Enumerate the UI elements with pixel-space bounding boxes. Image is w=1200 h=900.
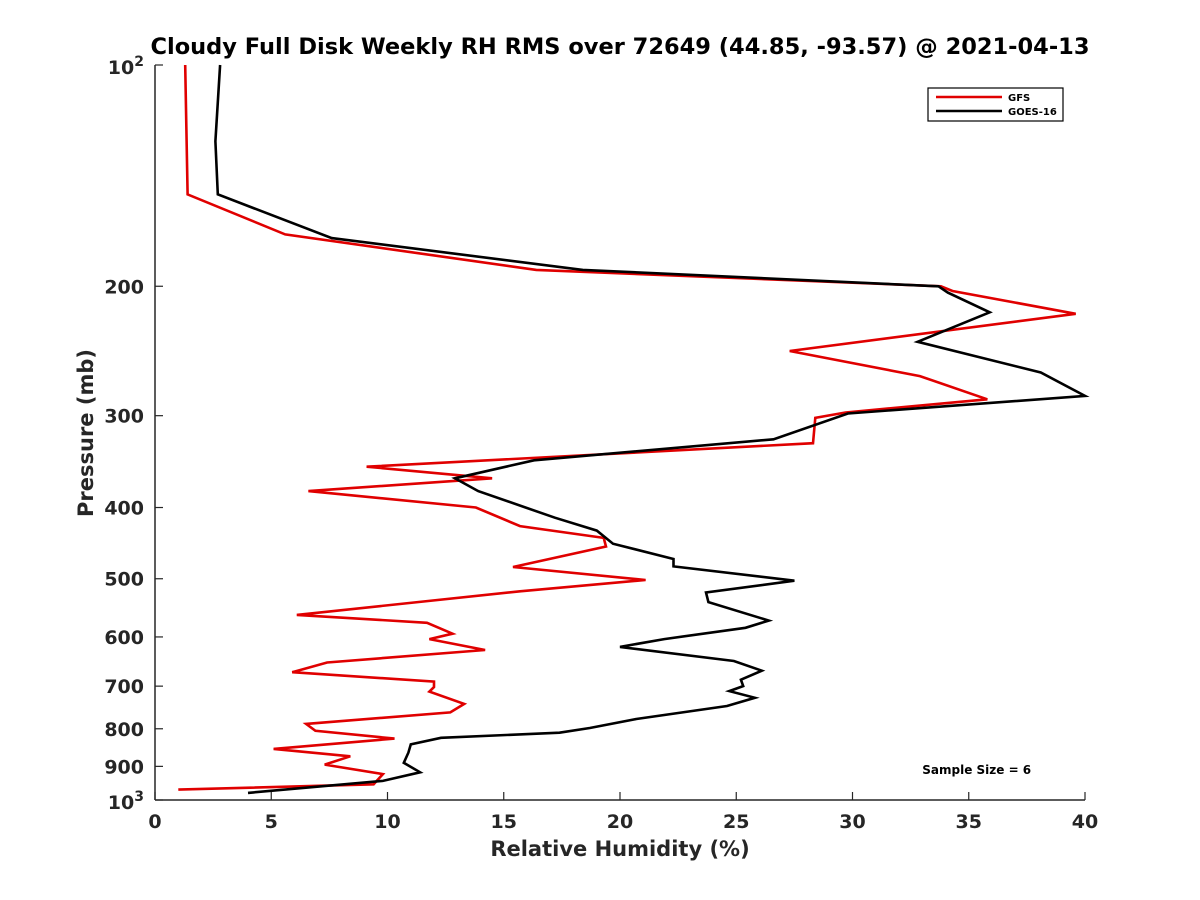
- x-tick-label: 0: [148, 811, 161, 833]
- sample-size-annotation: Sample Size = 6: [922, 763, 1031, 777]
- x-tick-label: 30: [839, 811, 865, 833]
- y-tick-label: 600: [104, 627, 144, 649]
- x-tick-label: 15: [491, 811, 517, 833]
- series-line-goes16: [214, 64, 1090, 795]
- y-tick-label: 700: [104, 676, 144, 698]
- legend: GFS GOES-16: [927, 87, 1064, 122]
- y-tick-label: 300: [104, 406, 144, 428]
- y-tick-label: 400: [104, 498, 144, 520]
- plot-area: [155, 65, 1085, 800]
- x-tick-label: 10: [374, 811, 400, 833]
- y-tick-label: 500: [104, 569, 144, 591]
- x-tick-label: 20: [607, 811, 633, 833]
- x-axis-title: Relative Humidity (%): [490, 837, 749, 861]
- y-tick-label: 102: [108, 54, 144, 79]
- x-axis-ticks: 0 5 10 15 20 25 30 35 40: [148, 792, 1098, 833]
- legend-box: [927, 87, 1064, 122]
- y-tick-label: 200: [104, 276, 144, 298]
- y-tick-label: 800: [104, 719, 144, 741]
- legend-label-gfs: GFS: [1008, 93, 1030, 104]
- x-tick-label: 40: [1072, 811, 1098, 833]
- y-axis-title: Pressure (mb): [74, 349, 98, 517]
- y-axis-ticks: 102 200 300 400 500 600 700 800 900 103: [104, 54, 163, 814]
- series-line-gfs: [178, 64, 1076, 791]
- legend-label-goes16: GOES-16: [1008, 107, 1057, 118]
- y-tick-label: 900: [104, 756, 144, 778]
- chart-title: Cloudy Full Disk Weekly RH RMS over 7264…: [150, 34, 1089, 60]
- series-layer: [178, 64, 1090, 795]
- y-tick-label: 103: [108, 789, 144, 814]
- x-tick-label: 5: [265, 811, 278, 833]
- x-tick-label: 35: [956, 811, 982, 833]
- x-tick-label: 25: [723, 811, 749, 833]
